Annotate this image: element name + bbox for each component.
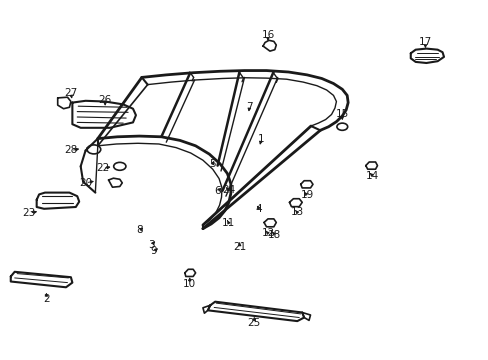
Text: 17: 17 <box>418 37 431 48</box>
Text: 24: 24 <box>222 185 235 195</box>
Text: 28: 28 <box>64 145 78 156</box>
Text: 19: 19 <box>300 190 313 200</box>
Text: 3: 3 <box>148 240 155 250</box>
Text: 23: 23 <box>22 208 36 218</box>
Text: 8: 8 <box>136 225 142 235</box>
Text: 21: 21 <box>232 242 246 252</box>
Text: 10: 10 <box>183 279 196 289</box>
Text: 18: 18 <box>267 230 281 240</box>
Text: 7: 7 <box>245 102 252 112</box>
Text: 13: 13 <box>290 207 304 217</box>
Text: 22: 22 <box>96 163 109 174</box>
Text: 26: 26 <box>98 95 112 105</box>
Text: 9: 9 <box>150 246 157 256</box>
Text: 12: 12 <box>261 228 274 238</box>
Text: 1: 1 <box>258 134 264 144</box>
Text: 15: 15 <box>335 109 348 120</box>
Text: 14: 14 <box>365 171 379 181</box>
Text: 25: 25 <box>247 318 261 328</box>
Text: 27: 27 <box>64 88 78 98</box>
Text: 6: 6 <box>214 186 221 196</box>
Text: 20: 20 <box>79 178 92 188</box>
Text: 4: 4 <box>255 204 262 214</box>
Text: 16: 16 <box>261 30 274 40</box>
Text: 5: 5 <box>209 159 216 169</box>
Text: 2: 2 <box>43 294 50 304</box>
Text: 11: 11 <box>222 218 235 228</box>
